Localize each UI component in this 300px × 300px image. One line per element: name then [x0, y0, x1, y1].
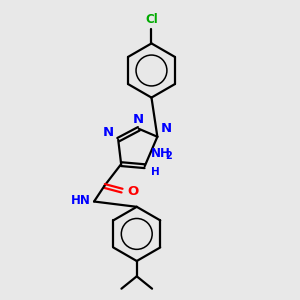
Text: NH: NH	[151, 147, 171, 160]
Text: 2: 2	[165, 152, 172, 161]
Text: N: N	[133, 113, 144, 126]
Text: Cl: Cl	[145, 13, 158, 26]
Text: O: O	[127, 185, 139, 198]
Text: N: N	[161, 122, 172, 135]
Text: H: H	[151, 167, 160, 177]
Text: HN: HN	[71, 194, 91, 207]
Text: N: N	[103, 125, 114, 139]
